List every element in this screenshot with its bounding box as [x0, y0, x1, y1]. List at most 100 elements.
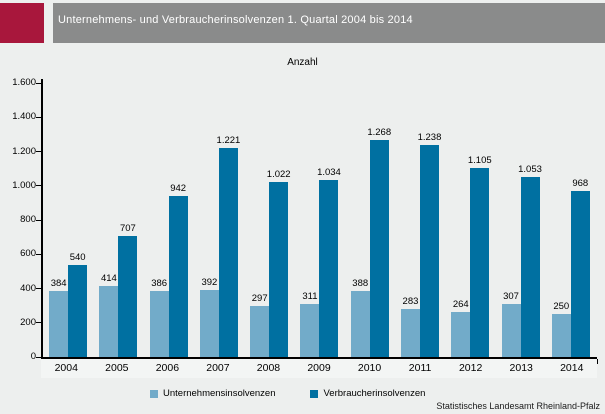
bar-verbraucherinsolvenzen-2007: 1.221 [217, 135, 240, 357]
chart-title: Anzahl [287, 57, 318, 68]
bar-group-2011: 283 1.238 [395, 83, 445, 357]
brand-red-square [0, 3, 44, 43]
bar-value-label: 414 [100, 273, 117, 285]
bar-unternehmensinsolvenzen-2009: 311 [300, 291, 320, 357]
x-axis-line [41, 357, 597, 359]
y-axis-tick-label: 1.600 [12, 77, 36, 88]
page-title: Unternehmens- und Verbraucherinsolvenzen… [58, 13, 413, 26]
y-axis-tick [36, 322, 41, 324]
y-axis-tick [36, 253, 41, 255]
bar-verbraucherinsolvenzen-2006: 942 [168, 183, 188, 357]
source-credit: Statistisches Landesamt Rheinland-Pfalz [436, 401, 600, 411]
bar-unternehmensinsolvenzen-2007: 392 [199, 277, 219, 357]
x-axis-category-label: 2006 [155, 362, 180, 374]
bar-value-label: 1.034 [317, 166, 341, 178]
x-axis-category-strip: 2004 2005 2006 2007 2008 2009 2010 2011 2012 2013… [41, 359, 597, 378]
legend-swatch-light-blue [150, 389, 158, 398]
bar-unternehmensinsolvenzen-2010: 388 [350, 278, 370, 357]
x-axis-category-label: 2012 [458, 362, 483, 374]
bar-group-2014: 250 968 [546, 83, 596, 357]
y-axis-tick-label: 200 [20, 316, 36, 328]
bar-unternehmensinsolvenzen-2014: 250 [551, 301, 571, 357]
bar-verbraucherinsolvenzen-2009: 1.034 [317, 167, 341, 357]
bar-value-label: 388 [352, 277, 369, 289]
bar-unternehmensinsolvenzen-2012: 264 [451, 299, 471, 357]
y-axis-tick-label: 600 [20, 248, 36, 260]
y-axis-tick [36, 185, 41, 187]
x-axis-category-label: 2004 [54, 362, 78, 374]
y-axis-tick-label: 1.200 [12, 145, 36, 157]
y-axis-tick-label: 400 [20, 282, 36, 294]
bar-value-label: 384 [50, 278, 67, 290]
bar-value-label: 297 [251, 293, 268, 305]
bar-plot-area: 384 540 414 707 386 942 392 1.221 297 1.022 311 1.0… [43, 83, 596, 357]
title-bar: Unternehmens- und Verbraucherinsolvenzen… [53, 3, 605, 43]
bar-unternehmensinsolvenzen-2013: 307 [501, 291, 521, 357]
x-axis-category-label: 2010 [357, 362, 382, 374]
legend-item-unternehmensinsolvenzen: Unternehmensinsolvenzen [150, 388, 275, 399]
y-axis-line [41, 79, 43, 359]
bar-value-label: 1.221 [216, 134, 241, 146]
bar-value-label: 307 [503, 291, 519, 303]
x-axis-category-label: 2007 [206, 362, 230, 374]
bar-group-2004: 384 540 [43, 83, 93, 357]
bar-group-2010: 388 1.268 [345, 83, 395, 357]
legend-label: Unternehmensinsolvenzen [163, 388, 276, 399]
bar-value-label: 1.238 [417, 132, 442, 143]
bar-group-2013: 307 1.053 [495, 83, 545, 357]
bar-value-label: 707 [119, 222, 136, 234]
bar-value-label: 1.105 [467, 154, 492, 166]
bar-group-2005: 414 707 [93, 83, 143, 357]
y-axis-tick [36, 116, 41, 118]
bar-verbraucherinsolvenzen-2010: 1.268 [367, 127, 391, 357]
bar-value-label: 942 [170, 182, 187, 194]
x-axis-category-label: 2014 [560, 362, 584, 374]
x-axis-category-label: 2009 [307, 362, 331, 374]
legend-label: Verbraucherinsolvenzen [323, 388, 426, 399]
bar-verbraucherinsolvenzen-2005: 707 [118, 223, 138, 357]
y-axis-tick [36, 151, 41, 152]
bar-verbraucherinsolvenzen-2004: 540 [68, 252, 88, 357]
bar-group-2007: 392 1.221 [194, 83, 244, 357]
bar-verbraucherinsolvenzen-2008: 1.022 [267, 169, 291, 357]
bar-value-label: 968 [572, 178, 589, 190]
bar-group-2009: 311 1.034 [294, 83, 344, 357]
y-axis-tick-label: 1.400 [12, 111, 36, 123]
x-axis-category-label: 2008 [256, 362, 281, 374]
bar-verbraucherinsolvenzen-2014: 968 [570, 178, 590, 357]
bar-value-label: 311 [302, 290, 318, 302]
bar-value-label: 1.053 [518, 163, 542, 175]
bar-value-label: 386 [151, 277, 168, 289]
bar-value-label: 283 [402, 295, 419, 307]
x-axis-tick [597, 359, 598, 364]
bar-value-label: 1.268 [367, 126, 392, 138]
x-axis-category-label: 2013 [509, 362, 533, 374]
bar-value-label: 540 [69, 251, 86, 263]
y-axis-tick [36, 356, 41, 358]
bar-group-2006: 386 942 [144, 83, 194, 357]
bar-unternehmensinsolvenzen-2008: 297 [250, 293, 270, 357]
y-axis-tick [36, 82, 41, 84]
bar-unternehmensinsolvenzen-2011: 283 [400, 296, 420, 357]
x-axis-category-label: 2011 [408, 362, 432, 374]
legend: Unternehmensinsolvenzen Verbraucherinsol… [150, 388, 425, 399]
bar-verbraucherinsolvenzen-2013: 1.053 [518, 164, 542, 357]
y-axis-tick-label: 800 [20, 214, 36, 225]
y-axis-tick [36, 219, 41, 221]
legend-item-verbraucherinsolvenzen: Verbraucherinsolvenzen [310, 388, 425, 399]
bar-unternehmensinsolvenzen-2004: 384 [49, 278, 69, 357]
bar-verbraucherinsolvenzen-2011: 1.238 [418, 132, 441, 357]
x-axis-category-label: 2005 [105, 362, 129, 374]
bar-group-2008: 297 1.022 [244, 83, 294, 357]
bar-verbraucherinsolvenzen-2012: 1.105 [468, 155, 492, 357]
bar-value-label: 1.022 [266, 168, 291, 180]
y-axis-tick [36, 288, 41, 289]
bar-unternehmensinsolvenzen-2006: 386 [149, 278, 169, 357]
bar-value-label: 264 [452, 298, 469, 310]
y-axis-tick-label: 0 [30, 351, 36, 362]
bar-value-label: 250 [553, 301, 570, 313]
legend-swatch-dark-blue [310, 389, 319, 398]
bar-group-2012: 264 1.105 [445, 83, 495, 357]
y-axis-tick-label: 1.000 [12, 179, 36, 191]
